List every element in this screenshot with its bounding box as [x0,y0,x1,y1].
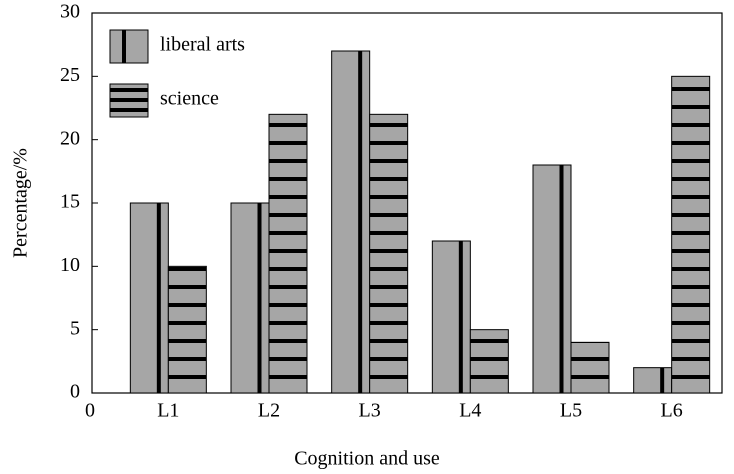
y-tick-label: 20 [60,127,80,149]
legend-label: science [160,88,219,110]
x-origin-label: 0 [85,400,95,422]
bar [230,202,270,394]
legend-hatch [110,88,148,92]
x-tick-label: L1 [157,400,179,422]
bar [167,265,207,394]
y-tick-label: 15 [60,191,80,213]
bar [671,75,711,394]
legend-hatch [110,108,148,112]
bar [532,164,572,394]
bar [268,113,308,394]
legend-label: liberal arts [160,34,245,56]
bar [129,202,169,394]
bar [469,329,509,394]
x-axis-label: Cognition and use [294,448,440,470]
y-tick-label: 25 [60,64,80,86]
y-tick-label: 0 [70,381,80,403]
y-axis-label: Percentage/% [10,148,32,258]
x-tick-label: L5 [560,400,582,422]
bar [369,113,409,394]
legend-hatch [110,98,148,102]
y-tick-label: 10 [60,254,80,276]
x-tick-label: L2 [258,400,280,422]
legend-swatch [109,29,149,64]
y-tick-label: 5 [70,317,80,339]
bar [570,341,610,394]
bar [331,50,371,394]
x-tick-label: L4 [459,400,481,422]
x-tick-label: L6 [661,400,683,422]
bar [633,367,673,394]
x-tick-label: L3 [359,400,381,422]
y-tick-label: 30 [60,1,80,23]
bar [431,240,471,394]
